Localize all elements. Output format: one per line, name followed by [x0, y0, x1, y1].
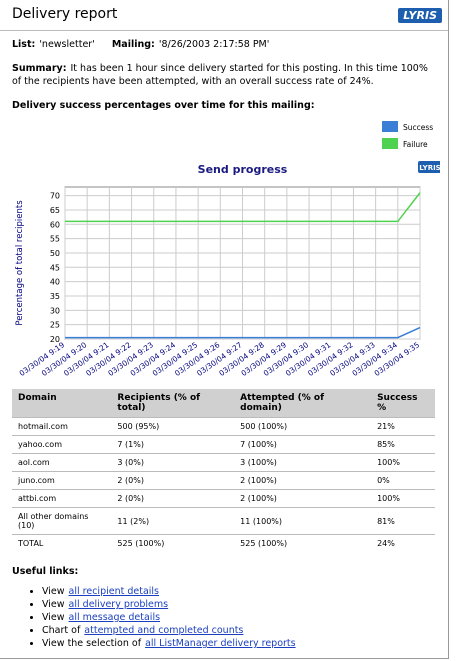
column-header: Attempted (% of domain) — [234, 389, 372, 418]
table-cell: 0% — [371, 471, 435, 490]
mailing-label: Mailing: — [111, 39, 155, 50]
table-row: attbi.com 2 (0%) 2 (100%) 100% — [12, 489, 435, 508]
summary-text: It has been 1 hour since delivery starte… — [12, 63, 428, 87]
y-tick-label: 60 — [50, 220, 60, 229]
table-row: aol.com 3 (0%) 3 (100%) 100% — [12, 453, 435, 472]
column-header: Domain — [12, 389, 112, 418]
table-cell: hotmail.com — [12, 417, 112, 436]
y-tick-label: 50 — [50, 249, 60, 258]
table-cell: 24% — [371, 534, 435, 552]
table-cell: 100% — [371, 489, 435, 508]
table-cell: 7 (100%) — [234, 435, 372, 454]
y-axis-label: Percentage of total recipients — [15, 200, 25, 326]
link[interactable]: attempted and completed counts — [84, 625, 244, 636]
table-cell: yahoo.com — [12, 435, 112, 454]
link[interactable]: all message details — [68, 612, 161, 623]
series-line — [65, 192, 421, 223]
frame: Delivery report LYRIS List:'newsletter' … — [0, 0, 449, 659]
y-tick-label: 45 — [50, 263, 60, 272]
table-cell: juno.com — [12, 471, 112, 490]
table-cell: 525 (100%) — [111, 534, 235, 552]
link-text: View — [42, 586, 65, 597]
y-tick-label: 20 — [50, 335, 60, 344]
link[interactable]: all recipient details — [68, 586, 160, 597]
list-label: List: — [12, 39, 36, 50]
table-cell: attbi.com — [12, 489, 112, 508]
y-tick-label: 40 — [50, 278, 60, 287]
table-cell: 100% — [371, 453, 435, 472]
page-title: Delivery report — [12, 6, 118, 22]
legend-swatch — [382, 121, 398, 132]
link[interactable]: all ListManager delivery reports — [145, 638, 296, 649]
column-header: Recipients (% of total) — [111, 389, 235, 418]
link-text: View — [42, 612, 65, 623]
chart-logo-box — [418, 161, 440, 173]
y-tick-label: 65 — [50, 206, 60, 215]
table-cell: 85% — [371, 435, 435, 454]
chart-logo: LYRIS — [418, 161, 440, 173]
y-tick-label: 70 — [50, 192, 60, 201]
table-row: yahoo.com 7 (1%) 7 (100%) 85% — [12, 435, 435, 454]
y-tick-label: 25 — [50, 321, 60, 330]
table-cell: 11 (100%) — [234, 507, 372, 535]
table-cell: 2 (0%) — [111, 489, 235, 508]
list: 'newsletter' — [39, 39, 95, 50]
legend-label: Failure — [403, 140, 428, 149]
links-heading: Useful links: — [12, 566, 79, 577]
link-text: Chart of — [42, 625, 81, 636]
table-cell: 2 (100%) — [234, 471, 372, 490]
legend-label: Success — [403, 123, 433, 132]
chart-title: Send progress — [198, 163, 288, 176]
chart-logo-text: LYRIS — [419, 164, 440, 172]
table-cell: 2 (0%) — [111, 471, 235, 490]
table-cell: 500 (95%) — [111, 417, 235, 436]
table-cell: 3 (0%) — [111, 453, 235, 472]
summary-label: Summary: — [12, 63, 67, 74]
header: Delivery report LYRIS — [0, 0, 448, 31]
chart-heading: Delivery success percentages over time f… — [12, 100, 315, 111]
table-cell: 500 (100%) — [234, 417, 372, 436]
summary: Summary: It has been 1 hour since deliver… — [0, 62, 448, 88]
table: Domain Recipients (% of total) Attempted (… — [12, 389, 435, 552]
table-cell: 81% — [371, 507, 435, 535]
link[interactable]: all delivery problems — [68, 599, 169, 610]
table-cell: TOTAL — [12, 534, 112, 552]
legend-swatch — [382, 138, 398, 149]
logo: LYRIS — [398, 8, 442, 23]
header-row: Domain Recipients (% of total) Attempted (… — [12, 389, 435, 418]
table-row: juno.com 2 (0%) 2 (100%) 0% — [12, 471, 435, 490]
table-row: TOTAL 525 (100%) 525 (100%) 24% — [12, 534, 435, 552]
table-cell: 2 (100%) — [234, 489, 372, 508]
table-cell: 7 (1%) — [111, 435, 235, 454]
table-cell: 3 (100%) — [234, 453, 372, 472]
table-cell: 525 (100%) — [234, 534, 372, 552]
table-row: hotmail.com 500 (95%) 500 (100%) 21% — [12, 417, 435, 436]
mailing: '8/26/2003 2:17:58 PM' — [158, 39, 270, 50]
link-text: View the selection of — [42, 638, 142, 649]
table-cell: 21% — [371, 417, 435, 436]
y-tick-label: 55 — [50, 235, 60, 244]
column-header: Success % — [371, 389, 435, 418]
y-tick-label: 35 — [50, 292, 60, 301]
series-line — [65, 326, 421, 339]
link-text: View — [42, 599, 65, 610]
info: List:'newsletter' Mailing: '8/26/2003 2:1… — [0, 39, 448, 50]
y-tick-label: 30 — [50, 306, 60, 315]
table-cell: aol.com — [12, 453, 112, 472]
table-row: All other domains (10) 11 (2%) 11 (100%) 81… — [12, 507, 435, 535]
table-cell: All other domains (10) — [12, 507, 112, 535]
table-cell: 11 (2%) — [111, 507, 235, 535]
